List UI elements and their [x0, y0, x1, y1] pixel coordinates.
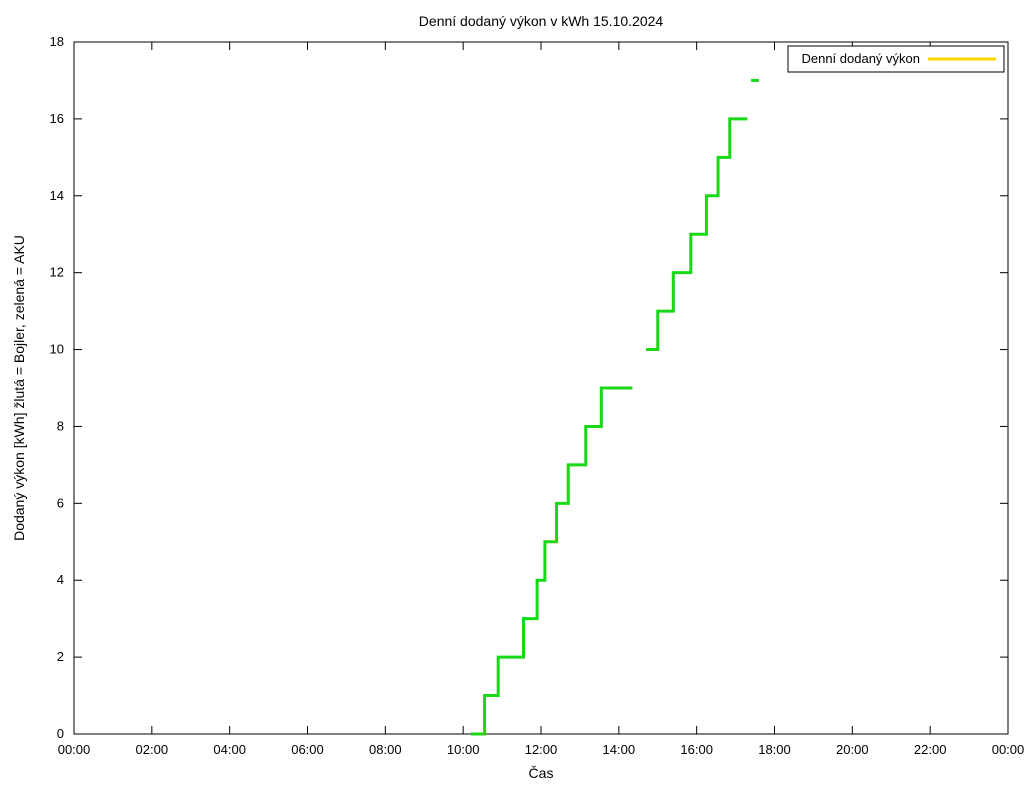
x-tick-label: 20:00 [836, 742, 869, 757]
x-tick-label: 12:00 [525, 742, 558, 757]
x-tick-label: 14:00 [603, 742, 636, 757]
y-tick-label: 14 [50, 188, 64, 203]
x-tick-label: 04:00 [213, 742, 246, 757]
x-tick-label: 08:00 [369, 742, 402, 757]
y-tick-label: 4 [57, 572, 64, 587]
y-tick-label: 0 [57, 726, 64, 741]
chart-container: Denní dodaný výkon v kWh 15.10.2024 0 2 4 6 8… [0, 0, 1024, 800]
y-tick-label: 2 [57, 649, 64, 664]
plot-border [74, 42, 1008, 734]
x-tick-label: 22:00 [914, 742, 947, 757]
y-tick-label: 6 [57, 495, 64, 510]
y-tick-label: 18 [50, 34, 64, 49]
chart-svg: Denní dodaný výkon v kWh 15.10.2024 0 2 4 6 8… [0, 0, 1024, 800]
y-tick-label: 12 [50, 265, 64, 280]
y-axis-label: Dodaný výkon [kWh] žlutá = Bojler, zelen… [11, 235, 27, 541]
legend-label: Denní dodaný výkon [801, 51, 920, 66]
chart-title: Denní dodaný výkon v kWh 15.10.2024 [419, 13, 664, 29]
x-tick-label: 00:00 [58, 742, 91, 757]
series-line [471, 388, 633, 734]
x-axis-label: Čas [529, 765, 554, 781]
x-tick-label: 06:00 [291, 742, 324, 757]
x-tick-label: 02:00 [136, 742, 169, 757]
x-tick-label: 10:00 [447, 742, 480, 757]
series-line [646, 119, 747, 350]
x-tick-label: 16:00 [680, 742, 713, 757]
x-tick-label: 00:00 [992, 742, 1024, 757]
y-tick-label: 8 [57, 418, 64, 433]
y-tick-label: 16 [50, 111, 64, 126]
y-tick-label: 10 [50, 342, 64, 357]
x-tick-label: 18:00 [758, 742, 791, 757]
